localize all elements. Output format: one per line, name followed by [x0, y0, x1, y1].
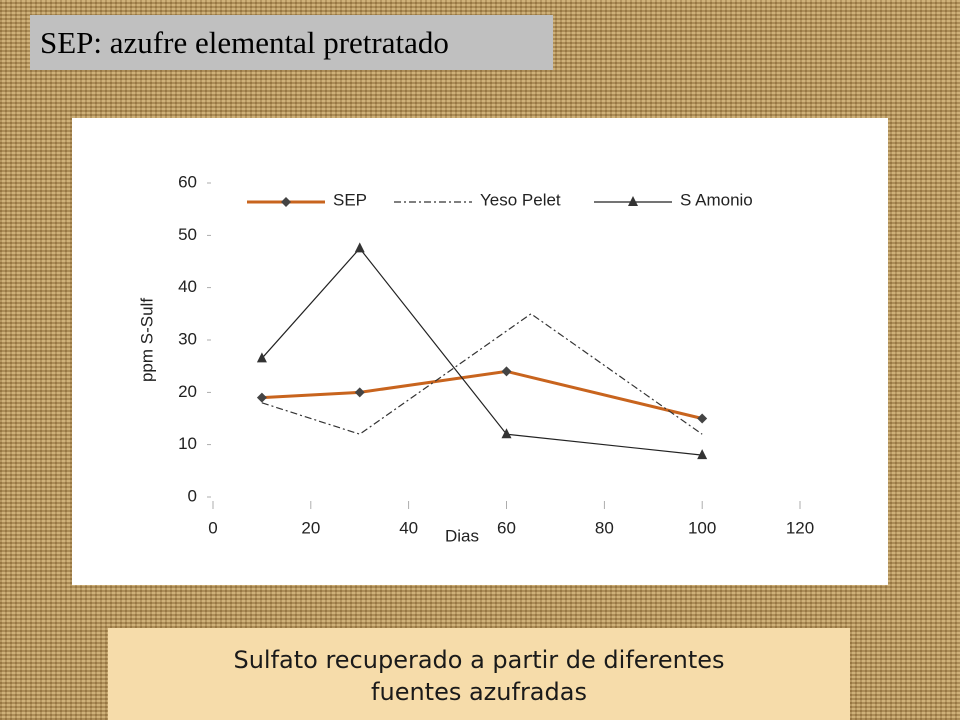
legend-label: Yeso Pelet [480, 190, 561, 209]
y-tick-label: 10 [178, 434, 197, 453]
data-point [501, 366, 512, 377]
y-tick-label: 50 [178, 225, 197, 244]
legend-label: SEP [333, 190, 367, 209]
legend-label: S Amonio [680, 190, 753, 209]
y-tick-label: 20 [178, 382, 197, 401]
x-tick-label: 0 [208, 518, 217, 537]
data-point [354, 387, 365, 398]
data-point [256, 352, 267, 363]
y-tick-label: 60 [178, 172, 197, 191]
series-line [261, 247, 703, 456]
y-tick-label: 30 [178, 329, 197, 348]
slide-title: SEP: azufre elemental pretratado [30, 15, 553, 70]
x-tick-label: 40 [399, 518, 418, 537]
data-point [354, 242, 365, 253]
x-tick-label: 100 [688, 518, 716, 537]
x-tick-label: 120 [786, 518, 814, 537]
chart-panel: 0 10 20 30 40 50 60 0 20 40 60 80 100 120 Dias ppm S-Su… [72, 118, 888, 585]
data-point [256, 392, 267, 403]
data-point [697, 413, 708, 424]
x-tick-label: 20 [301, 518, 320, 537]
caption-line: fuentes azufradas [371, 678, 587, 706]
legend-marker [281, 197, 291, 207]
x-axis-label: Dias [445, 526, 479, 545]
series-line [261, 313, 703, 435]
data-point [697, 449, 708, 460]
x-tick-label: 60 [497, 518, 516, 537]
series-line [261, 369, 703, 420]
y-tick-label: 0 [188, 486, 197, 505]
x-tick-label: 80 [595, 518, 614, 537]
legend-marker [628, 196, 638, 206]
caption-line: Sulfato recuperado a partir de diferente… [233, 646, 725, 674]
caption: Sulfato recuperado a partir de diferente… [108, 628, 850, 720]
y-axis-label: ppm S-Sulf [137, 298, 156, 382]
y-tick-label: 40 [178, 277, 197, 296]
chart: 0 10 20 30 40 50 60 0 20 40 60 80 100 120 Dias ppm S-Su… [137, 172, 814, 545]
data-point [501, 428, 512, 439]
